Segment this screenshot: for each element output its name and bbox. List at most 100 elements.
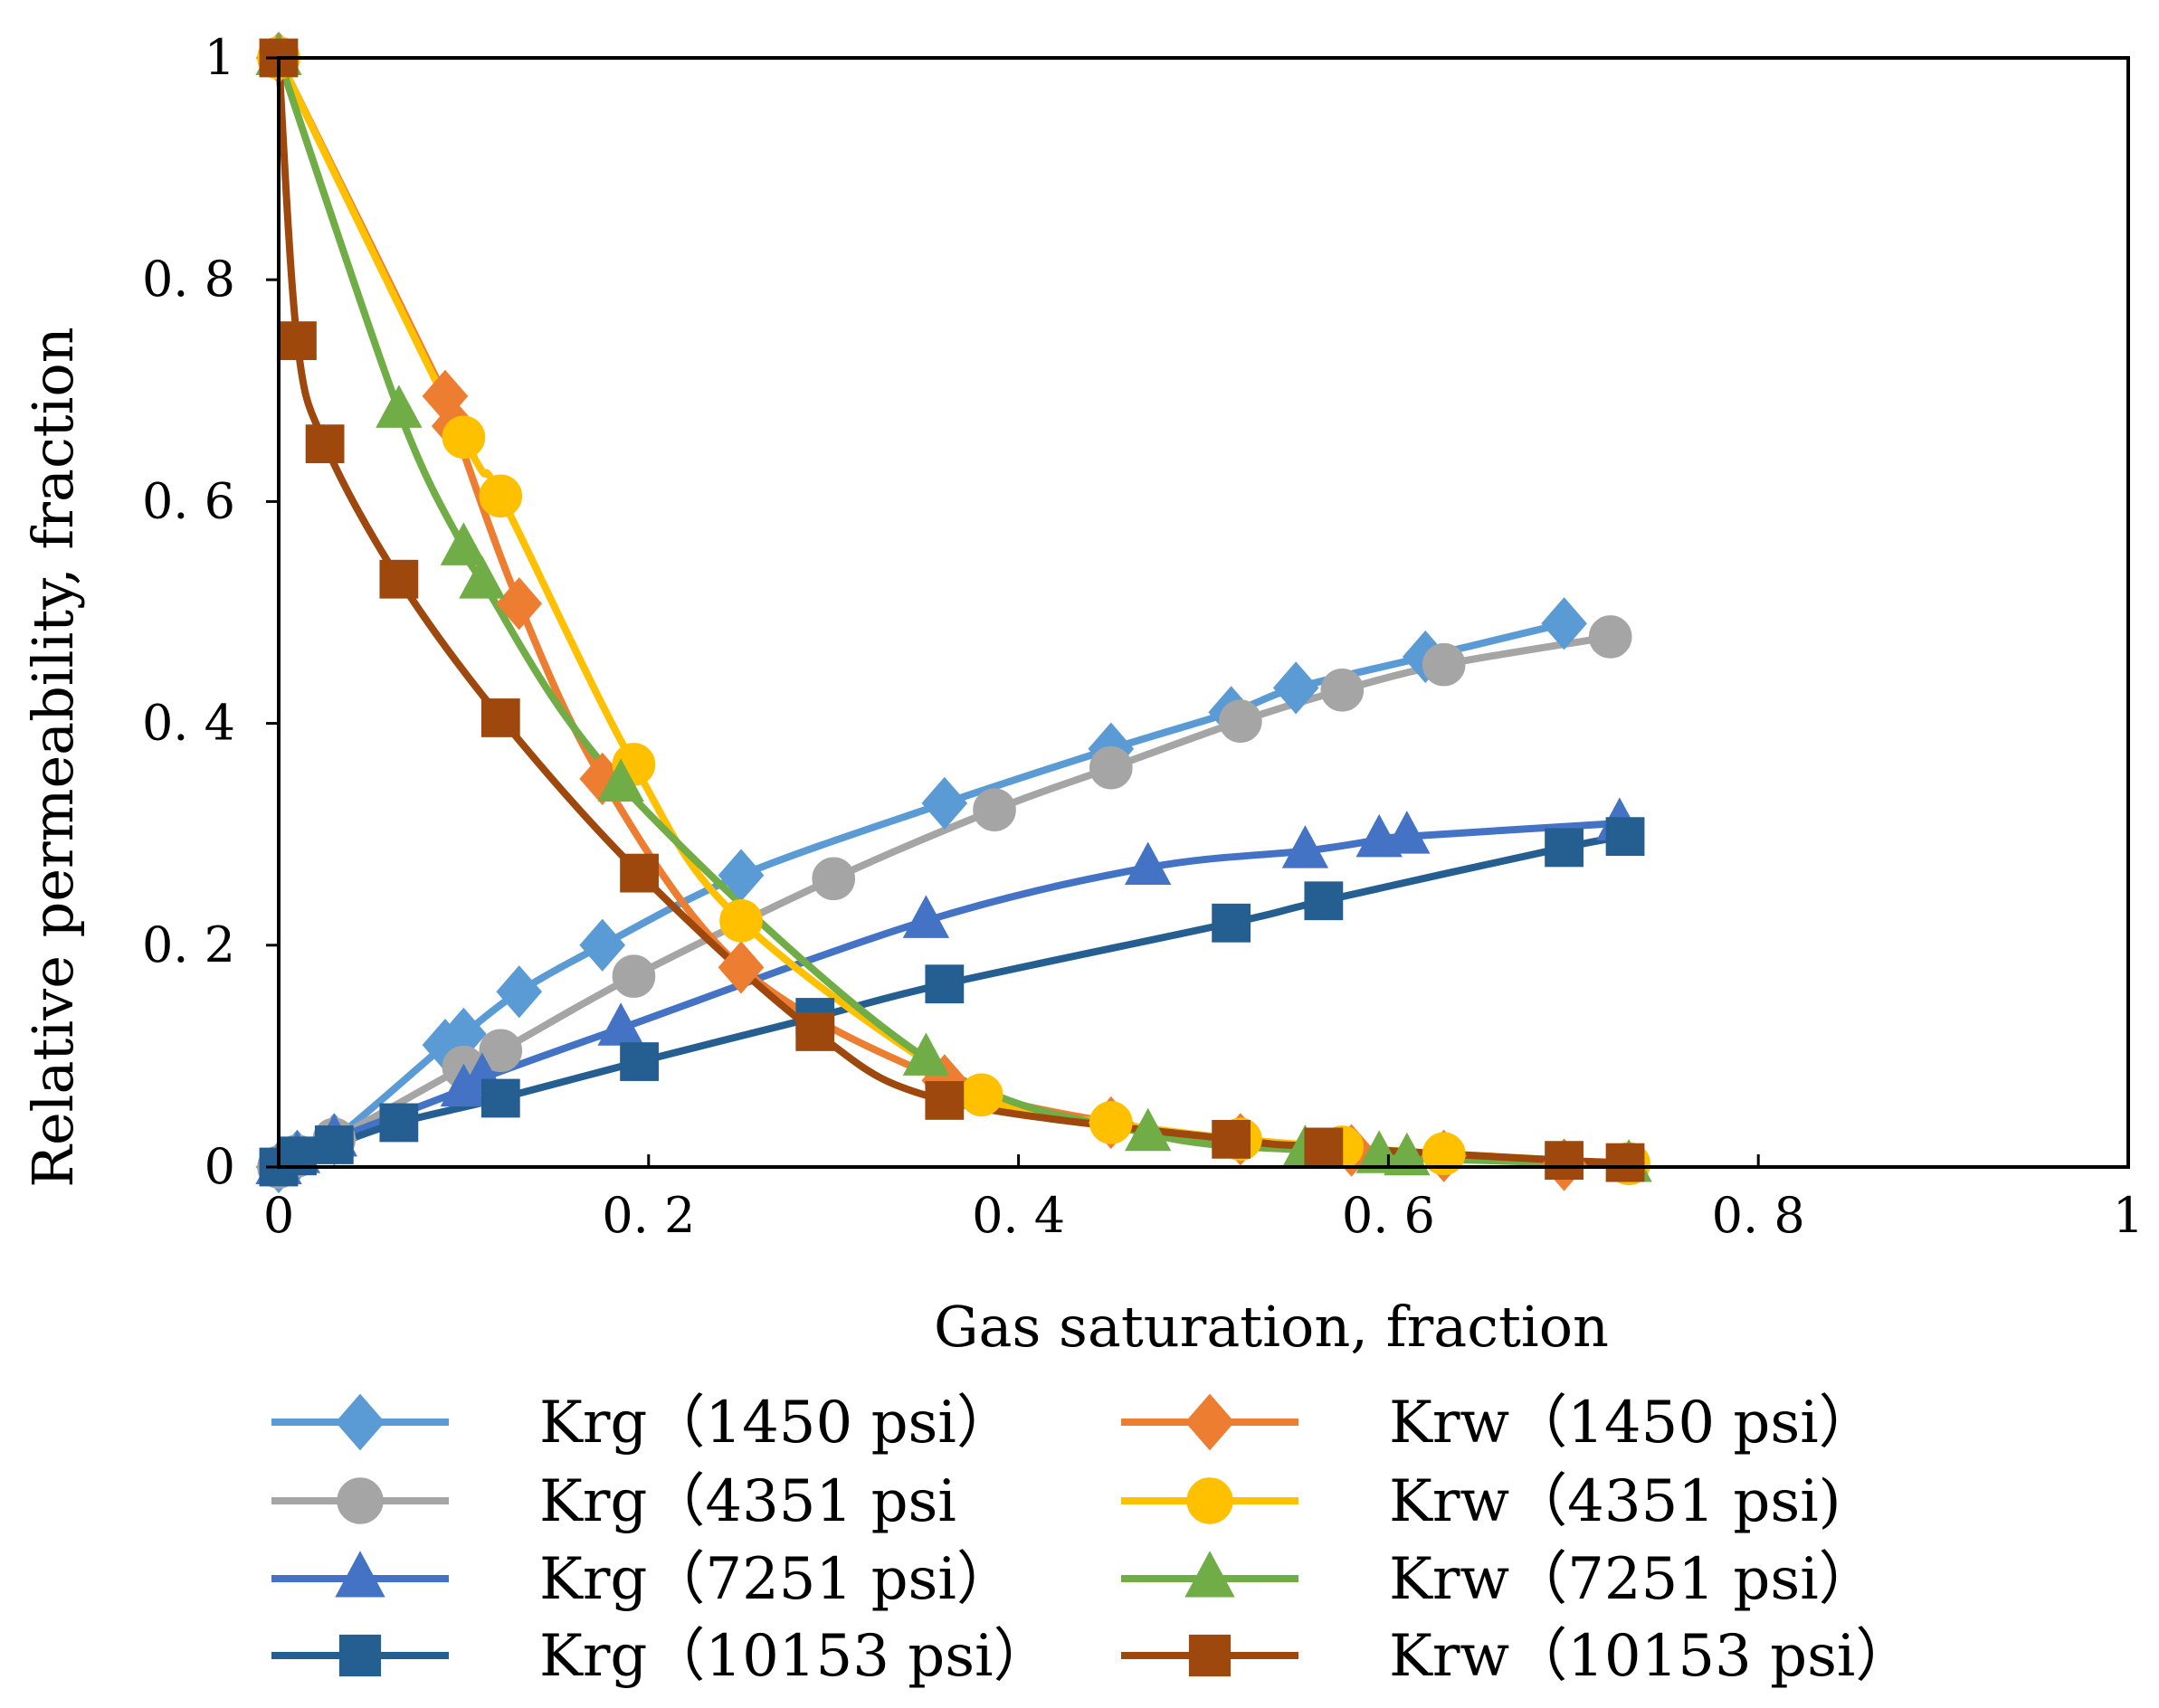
legend-marker bbox=[1184, 1551, 1235, 1598]
data-point bbox=[1125, 1107, 1172, 1152]
data-point bbox=[1125, 841, 1172, 885]
legend-label: Krg（4351 psi bbox=[539, 1468, 956, 1535]
data-point bbox=[620, 853, 659, 893]
y-tick-label: 0. 8 bbox=[142, 251, 235, 308]
data-point bbox=[925, 964, 965, 1004]
legend-label: Krg（10153 psi） bbox=[539, 1623, 1051, 1690]
data-point bbox=[902, 895, 950, 938]
data-point bbox=[305, 424, 345, 464]
data-point bbox=[379, 559, 419, 599]
data-point bbox=[278, 1136, 317, 1176]
series-points-7 bbox=[255, 32, 1652, 1182]
data-point bbox=[959, 1073, 1003, 1117]
data-point bbox=[479, 474, 523, 518]
axis-ticks bbox=[266, 56, 2130, 1169]
x-tick-label: 0. 8 bbox=[1712, 1187, 1805, 1244]
legend-label: Krg（7251 psi） bbox=[539, 1546, 1014, 1613]
legend-marker bbox=[337, 1477, 384, 1524]
data-point bbox=[278, 321, 317, 361]
data-point bbox=[1422, 1132, 1466, 1176]
legend-label: Krw（1450 psi） bbox=[1389, 1390, 1877, 1457]
y-tick-label: 1 bbox=[204, 29, 235, 86]
data-point bbox=[480, 698, 520, 737]
data-point bbox=[1089, 745, 1133, 790]
data-point bbox=[973, 788, 1016, 832]
legend-entry-5: Krw（1450 psi） bbox=[1121, 1390, 1877, 1457]
data-point bbox=[496, 965, 543, 1019]
legend-label: Krw（10153 psi） bbox=[1389, 1623, 1913, 1690]
legend-label: Krw（7251 psi） bbox=[1389, 1546, 1877, 1613]
legend-marker bbox=[338, 1634, 382, 1677]
data-point bbox=[620, 1042, 659, 1081]
data-point bbox=[1545, 1141, 1584, 1181]
data-point bbox=[597, 758, 644, 802]
data-point bbox=[480, 1078, 520, 1118]
data-point bbox=[1384, 811, 1431, 854]
data-point bbox=[1355, 1130, 1403, 1173]
data-point bbox=[1605, 817, 1645, 857]
series-points-8 bbox=[259, 38, 1645, 1182]
x-tick-label: 0. 6 bbox=[1342, 1187, 1435, 1244]
legend-marker bbox=[1184, 1393, 1235, 1451]
x-axis-title: Gas saturation, fraction bbox=[934, 1294, 1609, 1360]
legend-marker bbox=[335, 1393, 385, 1451]
data-point bbox=[1212, 1119, 1251, 1159]
data-point bbox=[1545, 828, 1584, 868]
data-point bbox=[902, 1032, 950, 1076]
data-point bbox=[1588, 615, 1632, 659]
data-point bbox=[440, 522, 488, 565]
data-point bbox=[1384, 1132, 1431, 1176]
data-point bbox=[795, 1012, 835, 1051]
data-point bbox=[1089, 1101, 1133, 1144]
legend-marker bbox=[1188, 1634, 1232, 1677]
legend-entry-3: Krg（7251 psi） bbox=[271, 1546, 1014, 1613]
data-point bbox=[812, 857, 856, 901]
data-point bbox=[718, 941, 765, 994]
x-tick-label: 1 bbox=[2113, 1187, 2144, 1244]
data-point bbox=[459, 555, 506, 599]
legend-entry-7: Krw（7251 psi） bbox=[1121, 1546, 1877, 1613]
legend-marker bbox=[335, 1551, 385, 1598]
series-points-4 bbox=[259, 817, 1645, 1187]
y-tick-label: 0. 4 bbox=[142, 695, 235, 752]
data-point bbox=[1320, 669, 1365, 712]
y-tick-labels: 0 0. 2 0. 4 0. 6 0. 8 1 bbox=[142, 29, 235, 1195]
series-line-5 bbox=[275, 54, 1568, 1169]
x-tick-label: 0 bbox=[263, 1187, 294, 1244]
data-point bbox=[1212, 903, 1251, 943]
legend-entry-6: Krw（4351 psi) bbox=[1121, 1468, 1841, 1535]
y-tick-label: 0. 2 bbox=[142, 916, 235, 973]
legend-entry-2: Krg（4351 psi bbox=[271, 1468, 956, 1535]
data-point bbox=[314, 1125, 354, 1164]
legend-entry-4: Krg（10153 psi） bbox=[271, 1623, 1051, 1690]
data-point bbox=[612, 954, 656, 998]
x-tick-label: 0. 4 bbox=[972, 1187, 1065, 1244]
data-point bbox=[1304, 881, 1344, 921]
legend-entry-1: Krg（1450 psi） bbox=[271, 1390, 1014, 1457]
series-markers bbox=[255, 31, 1652, 1194]
data-point bbox=[442, 415, 486, 460]
data-point bbox=[579, 918, 626, 972]
data-point bbox=[1219, 699, 1262, 743]
data-point bbox=[1304, 1127, 1344, 1167]
legend-marker bbox=[1186, 1477, 1233, 1524]
data-point bbox=[376, 384, 423, 428]
data-point bbox=[921, 776, 968, 830]
x-tick-labels: 0 0. 2 0. 4 0. 6 0. 8 1 bbox=[263, 1187, 2144, 1244]
y-tick-label: 0. 6 bbox=[142, 472, 235, 529]
data-point bbox=[479, 1029, 523, 1073]
data-point bbox=[1281, 825, 1329, 868]
data-point bbox=[1541, 597, 1587, 650]
plot-area-frame bbox=[277, 56, 2130, 1169]
data-point bbox=[1605, 1143, 1645, 1182]
legend-entry-8: Krw（10153 psi） bbox=[1121, 1623, 1913, 1690]
y-axis-title: Relative permeability, fraction bbox=[20, 327, 86, 1187]
x-tick-label: 0. 2 bbox=[602, 1187, 695, 1244]
y-tick-label: 0 bbox=[204, 1138, 235, 1195]
data-point bbox=[925, 1081, 965, 1120]
data-point bbox=[1272, 661, 1319, 715]
data-point bbox=[496, 577, 543, 631]
legend-label: Krw（4351 psi) bbox=[1389, 1468, 1841, 1535]
data-point bbox=[379, 1103, 419, 1143]
